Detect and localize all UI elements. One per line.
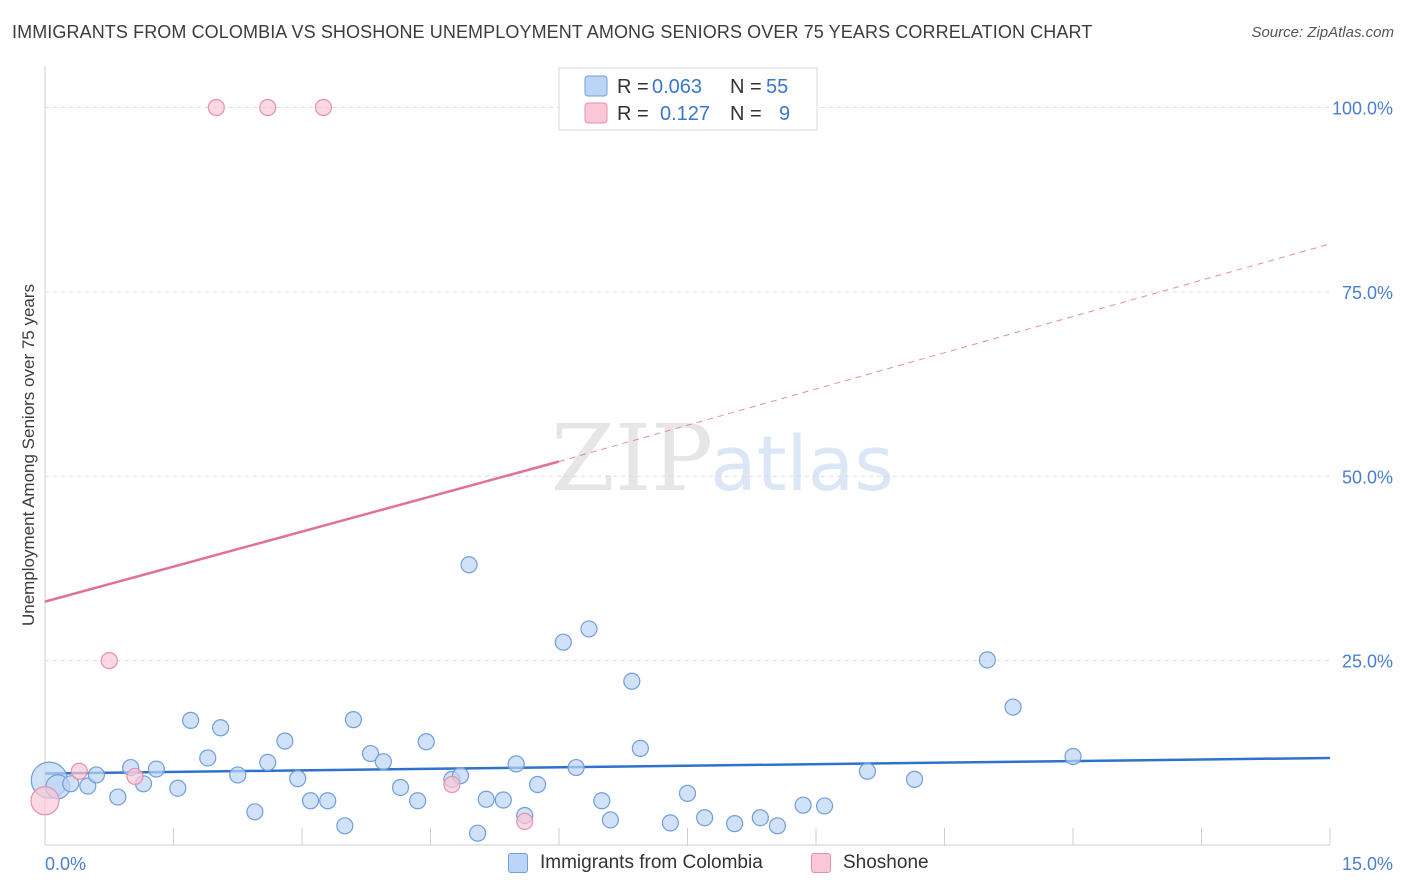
point-colombia (169, 779, 187, 797)
x-tick-labels: 0.0% 15.0% (45, 854, 1393, 874)
trend-line-shoshone (44, 460, 560, 603)
legend-swatch-pink (584, 102, 608, 124)
point-colombia (815, 797, 834, 815)
data-points (30, 98, 1082, 842)
point-colombia (593, 792, 611, 810)
point-colombia (696, 809, 714, 827)
legend-swatch-shoshone (811, 853, 831, 873)
point-colombia (631, 739, 649, 757)
point-shoshone (100, 652, 118, 670)
point-colombia (469, 824, 487, 842)
x-tick-label: 0.0% (45, 854, 86, 874)
point-colombia (259, 753, 277, 772)
point-colombia (567, 758, 585, 777)
point-colombia (276, 732, 294, 750)
legend-label-colombia: Immigrants from Colombia (540, 852, 763, 873)
legend-swatch-blue (584, 75, 608, 97)
point-colombia (289, 770, 307, 788)
trend-line-shoshone-extension (558, 243, 1331, 462)
point-colombia (661, 814, 679, 832)
y-tick-labels: 25.0% 50.0% 75.0% 100.0% (1332, 99, 1393, 672)
point-colombia (417, 733, 435, 751)
point-colombia (147, 760, 165, 778)
watermark-zip: ZIP (551, 405, 713, 512)
watermark-atlas: atlas (710, 419, 894, 508)
trend-lines (44, 243, 1331, 775)
y-tick-label: 50.0% (1342, 467, 1393, 487)
legend-r-value: 0.063 (652, 76, 702, 98)
point-colombia (494, 791, 512, 809)
x-ticks (173, 828, 1331, 845)
point-colombia (62, 775, 80, 793)
point-colombia (794, 796, 812, 814)
point-colombia (374, 753, 392, 771)
legend-label-shoshone: Shoshone (843, 852, 929, 873)
point-colombia (726, 815, 744, 833)
point-colombia (580, 620, 598, 638)
point-colombia (336, 817, 354, 835)
legend-n-value: 55 (766, 76, 788, 98)
point-colombia (409, 792, 427, 810)
point-colombia (1064, 747, 1082, 766)
y-tick-label: 25.0% (1342, 652, 1393, 672)
point-colombia (319, 792, 337, 810)
point-colombia (361, 744, 380, 763)
point-colombia (391, 778, 410, 797)
point-colombia (528, 775, 547, 794)
point-colombia (601, 811, 620, 829)
point-colombia (344, 711, 362, 729)
legend-swatch-colombia (508, 853, 528, 873)
point-colombia (212, 719, 230, 737)
legend-n-label: N = (730, 76, 762, 98)
point-colombia (751, 809, 769, 827)
y-tick-label: 75.0% (1342, 283, 1393, 303)
gridlines (45, 107, 1330, 662)
point-colombia (858, 762, 877, 780)
legend-n-label: N = (730, 103, 762, 125)
point-colombia (623, 672, 641, 690)
point-shoshone (314, 98, 333, 117)
point-colombia (109, 788, 127, 806)
legend-r-label: R = (617, 76, 649, 98)
point-colombia (199, 749, 217, 767)
legend-item-shoshone: Shoshone (811, 852, 929, 874)
point-shoshone (70, 762, 88, 780)
legend-r-label: R = (617, 103, 649, 125)
legend-r-value: 0.127 (660, 103, 710, 125)
point-colombia (87, 766, 106, 784)
legend-item-colombia: Immigrants from Colombia (508, 852, 763, 874)
point-colombia (1004, 698, 1022, 716)
bottom-legend: Immigrants from Colombia Shoshone (0, 852, 1406, 878)
point-colombia (182, 711, 200, 729)
point-colombia (978, 651, 996, 669)
point-colombia (229, 766, 247, 784)
y-tick-label: 100.0% (1332, 99, 1393, 119)
point-shoshone (30, 786, 60, 816)
point-colombia (246, 803, 264, 821)
source-label: Source: ZipAtlas.com (1251, 24, 1394, 41)
chart-title: IMMIGRANTS FROM COLOMBIA VS SHOSHONE UNE… (12, 22, 1093, 42)
point-colombia (507, 755, 525, 773)
point-shoshone (443, 775, 461, 794)
legend-box: R = 0.063 N = 55 R = 0.127 N = 9 (558, 67, 818, 131)
point-colombia (301, 792, 320, 810)
point-shoshone (516, 812, 534, 831)
point-colombia (905, 770, 924, 788)
point-colombia (460, 556, 478, 574)
y-axis-label: Unemployment Among Seniors over 75 years (19, 284, 38, 626)
point-shoshone (259, 98, 277, 117)
trend-line-colombia (44, 756, 1331, 775)
x-tick-label: 15.0% (1342, 854, 1393, 874)
point-colombia (768, 817, 787, 835)
legend-n-value: 9 (779, 103, 790, 125)
point-shoshone (207, 98, 225, 117)
point-colombia (678, 784, 697, 802)
point-colombia (554, 633, 572, 651)
point-shoshone (126, 767, 144, 786)
point-colombia (477, 790, 495, 808)
